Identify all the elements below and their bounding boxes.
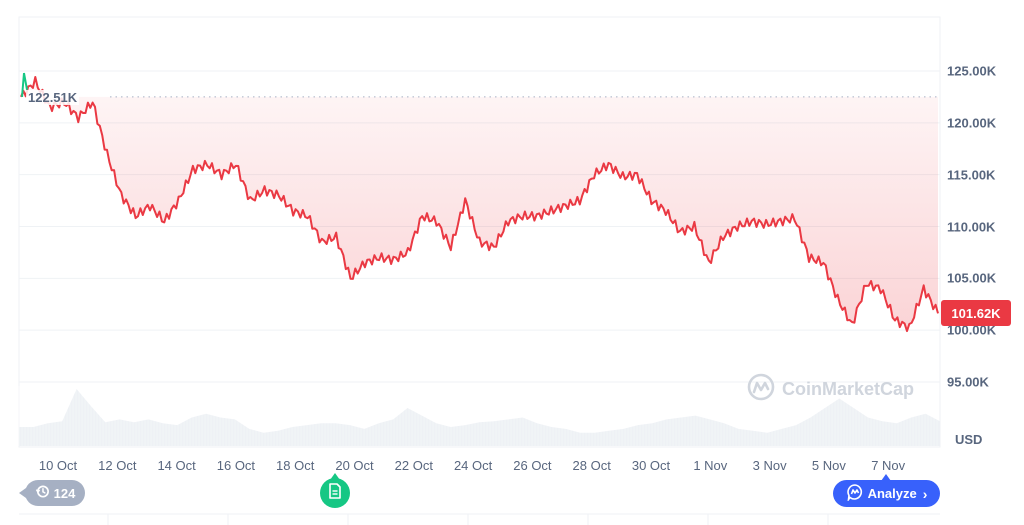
x-tick-label: 16 Oct <box>216 458 256 473</box>
x-tick-label: 28 Oct <box>572 458 611 473</box>
analyze-label: Analyze <box>867 486 917 501</box>
x-tick-label: 26 Oct <box>513 458 552 473</box>
x-tick-label: 1 Nov <box>693 458 728 473</box>
watermark-text: CoinMarketCap <box>782 379 915 399</box>
y-tick-label: 95.00K <box>947 374 989 390</box>
high-price-label: 122.51K <box>26 90 80 105</box>
y-tick-label: 125.00K <box>947 63 997 79</box>
x-tick-label: 10 Oct <box>38 458 78 473</box>
coinmarketcap-logo-icon <box>746 372 776 407</box>
document-icon <box>328 482 342 504</box>
price-fill <box>21 77 938 332</box>
watermark: CoinMarketCap <box>746 372 914 407</box>
current-price-badge: 101.62K <box>941 300 1011 326</box>
x-tick-label: 7 Nov <box>871 458 906 473</box>
history-clock-icon <box>35 484 50 502</box>
y-tick-label: 105.00K <box>947 270 997 286</box>
x-tick-label: 20 Oct <box>335 458 374 473</box>
y-tick-label: 110.00K <box>947 219 996 234</box>
volume-area <box>18 386 940 446</box>
y-tick-label: 115.00K <box>947 167 996 183</box>
history-button[interactable]: 124 <box>19 480 85 506</box>
analyze-button[interactable]: Analyze › <box>833 474 940 507</box>
x-tick-label: 18 Oct <box>276 458 315 473</box>
history-count: 124 <box>53 485 76 501</box>
bottom-panel-grid <box>19 513 940 525</box>
x-tick-label: 14 Oct <box>157 458 196 473</box>
ai-chat-icon <box>846 483 864 504</box>
y-tick-label: 120.00K <box>947 115 997 131</box>
price-line <box>20 72 939 333</box>
x-tick-label: 3 Nov <box>752 458 787 473</box>
x-tick-label: 5 Nov <box>811 458 846 473</box>
y-tick-label: 100.00K <box>947 322 997 338</box>
currency-label: USD <box>955 432 983 447</box>
chevron-right-icon: › <box>922 485 928 502</box>
x-tick-label: 22 Oct <box>394 458 433 473</box>
x-tick-label: 12 Oct <box>98 458 137 473</box>
x-tick-label: 24 Oct <box>453 458 493 473</box>
news-marker[interactable] <box>320 473 350 508</box>
x-tick-label: 30 Oct <box>631 458 671 473</box>
